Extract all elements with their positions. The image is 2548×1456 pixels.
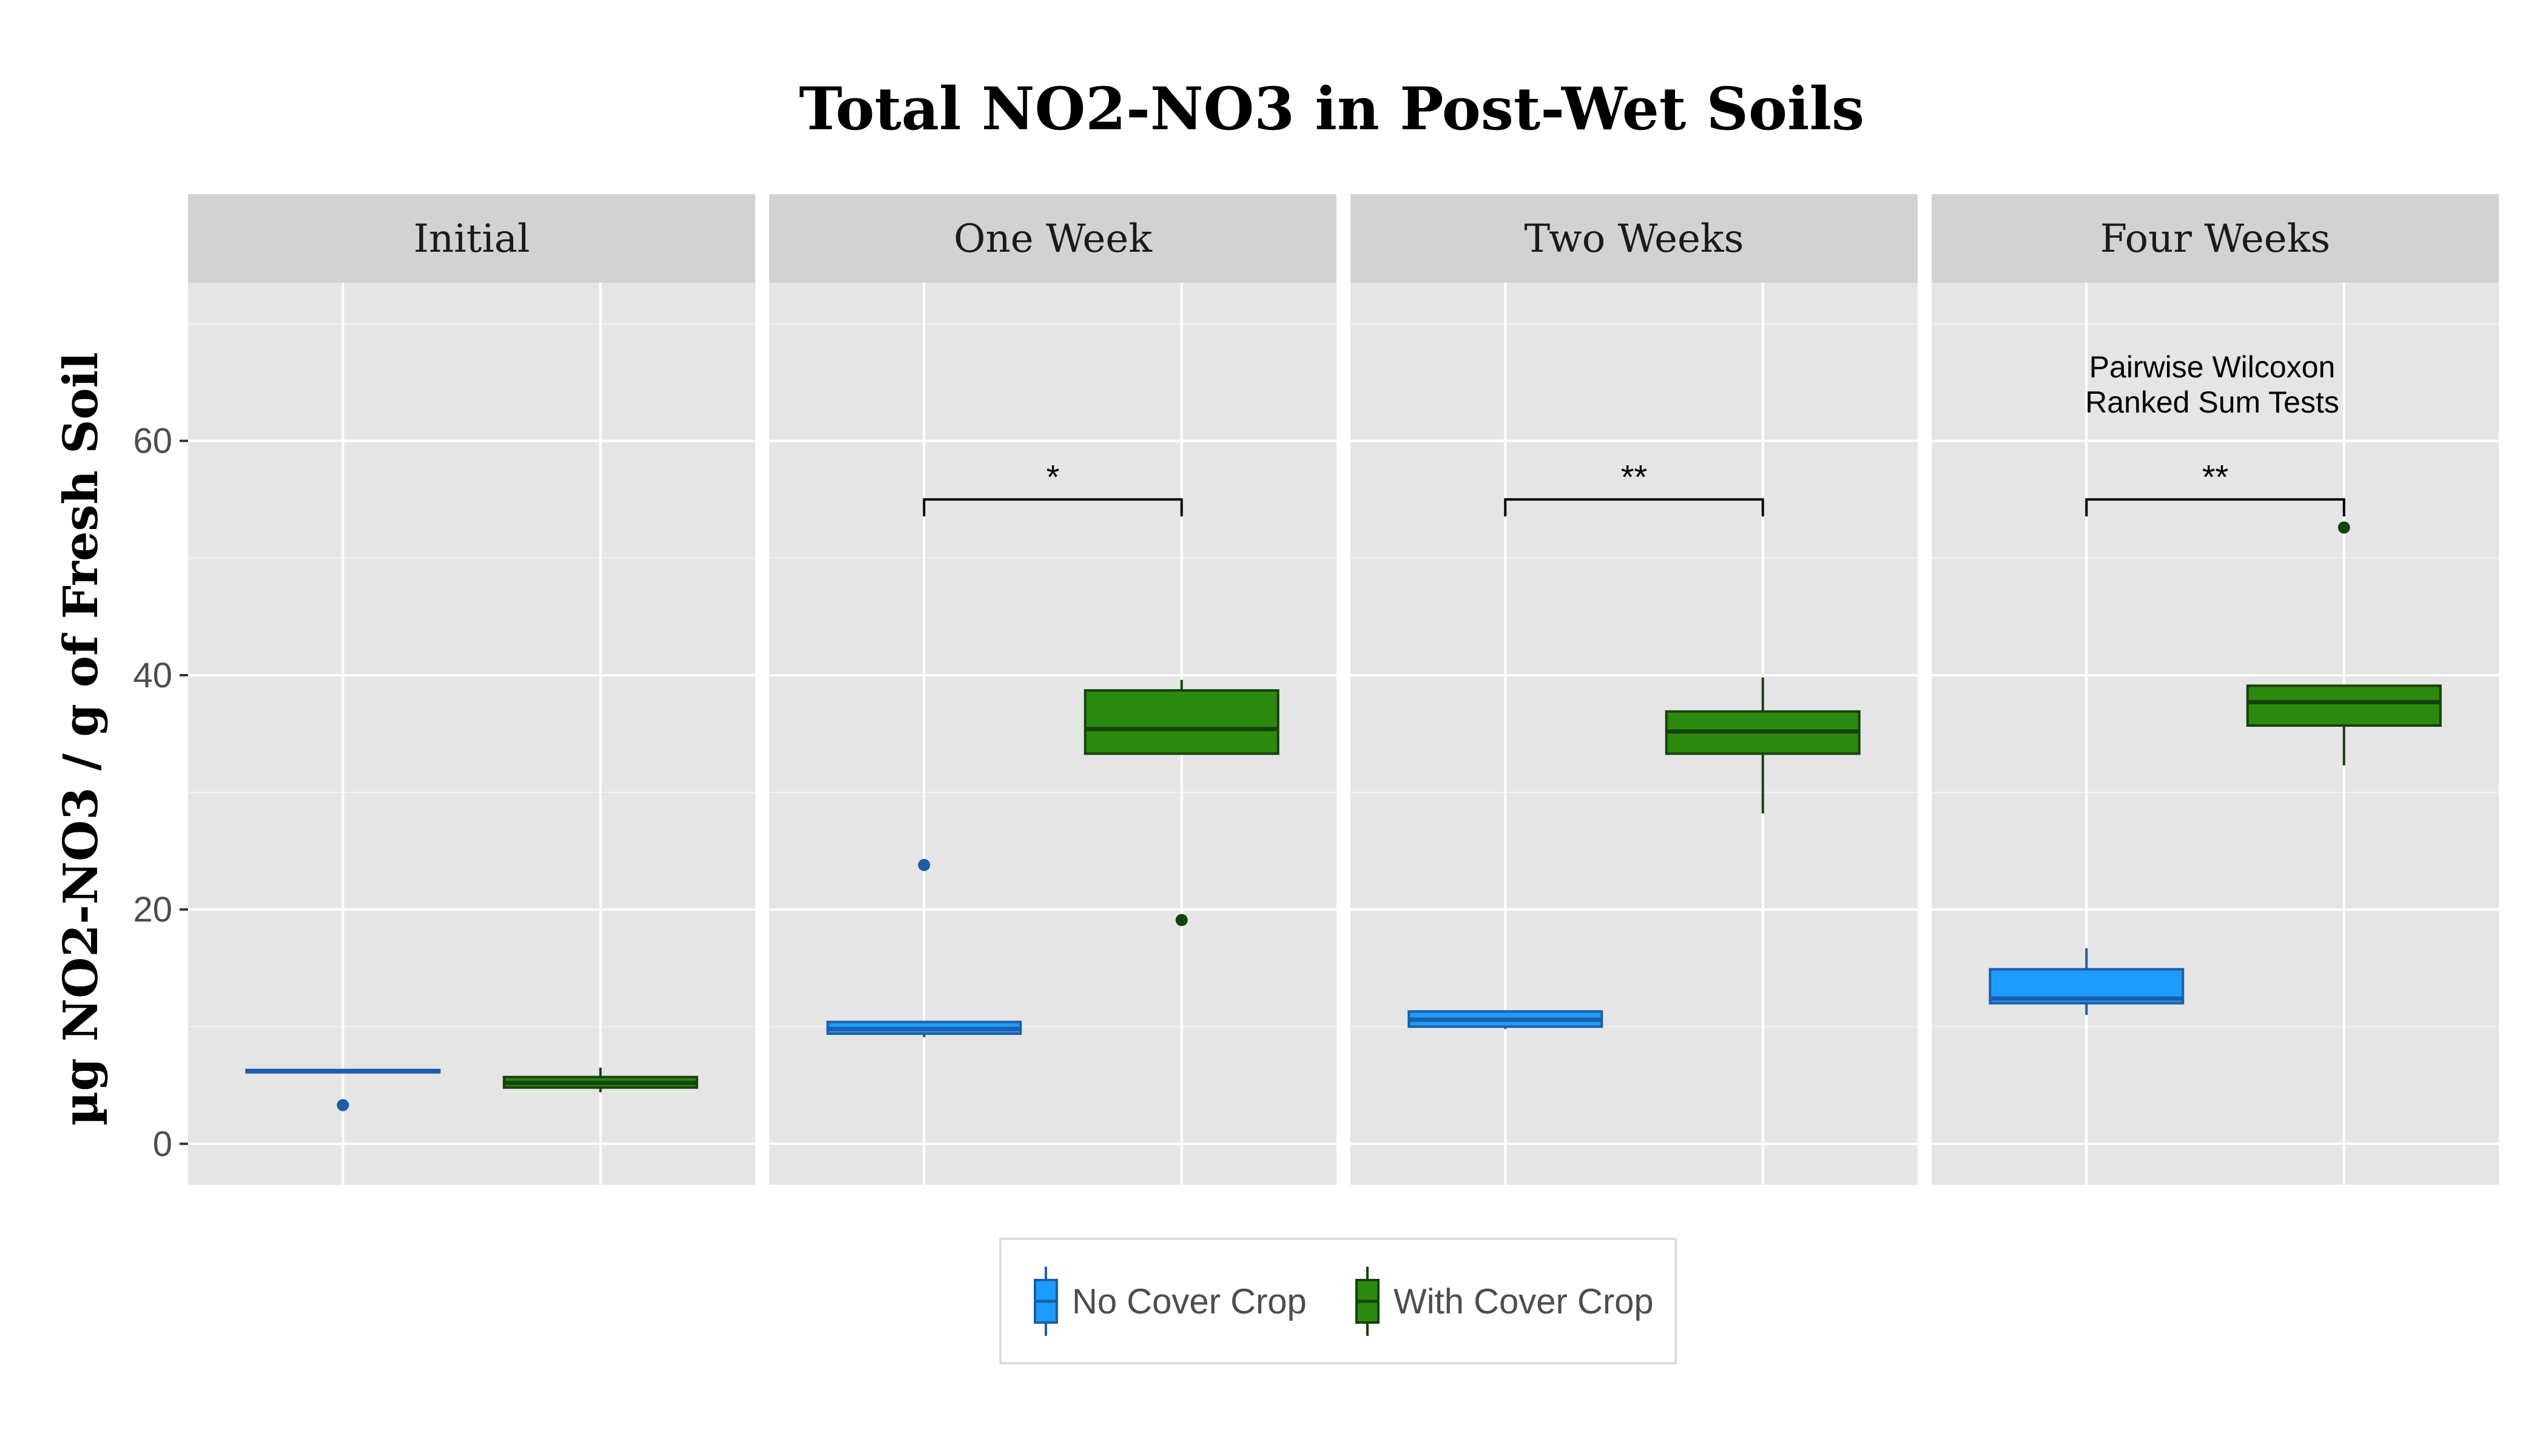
y-axis: 0 20 40 60 <box>133 422 188 1164</box>
outlier-point <box>918 858 931 871</box>
box-body <box>1084 689 1279 755</box>
box-with-cover-crop <box>2246 521 2442 766</box>
annotation-line: Pairwise Wilcoxon <box>2089 350 2336 384</box>
facet-strip <box>188 194 755 283</box>
significance-label: ** <box>2202 457 2229 496</box>
outlier-point <box>337 1099 349 1111</box>
box-with-cover-crop <box>1665 677 1861 814</box>
y-axis-label: µg NO2-NO3 / g of Fresh Soil <box>53 352 109 1126</box>
significance-label: * <box>1046 457 1060 496</box>
legend-frame <box>999 1238 1677 1364</box>
facet-two-weeks: Two Weeks ** <box>1350 194 1918 1185</box>
facet-strip <box>1350 194 1918 283</box>
facet-strip-label: Initial <box>414 217 530 261</box>
y-tick-label: 40 <box>133 656 172 695</box>
facet-strip-label: Four Weeks <box>2100 217 2331 261</box>
box-no-cover-crop <box>245 1068 441 1111</box>
outlier-point <box>1175 914 1188 926</box>
facet-strip-label: Two Weeks <box>1525 217 1744 261</box>
box-no-cover-crop <box>1407 1010 1603 1030</box>
significance-bracket <box>923 498 1183 517</box>
facet-strip <box>1932 194 2499 283</box>
y-tick-label: 60 <box>133 422 172 461</box>
panel-background <box>188 283 755 1185</box>
facet-initial: Initial <box>188 194 755 1185</box>
box-no-cover-crop <box>1989 948 2185 1015</box>
significance-bracket <box>1504 498 1764 517</box>
significance-label: ** <box>1621 457 1648 496</box>
box-with-cover-crop <box>1084 679 1279 926</box>
facet-one-week: One Week * <box>769 194 1336 1185</box>
chart-title: Total NO2-NO3 in Post-Wet Soils <box>799 75 1864 143</box>
significance-bracket <box>2085 498 2345 517</box>
box-no-cover-crop <box>826 858 1022 1037</box>
outlier-point <box>2337 521 2350 534</box>
box-with-cover-crop <box>502 1067 698 1093</box>
facet-strip-label: One Week <box>954 217 1153 261</box>
legend-label-with-cover-crop: With Cover Crop <box>1394 1282 1654 1321</box>
facet-strip <box>769 194 1336 283</box>
y-tick-label: 0 <box>153 1124 172 1164</box>
panel-background <box>1932 283 2499 1185</box>
facet-panels: Initial One Week * Two Weeks ** Four Weeks ** P… <box>188 194 2499 1185</box>
box-body <box>2246 684 2442 727</box>
legend: No Cover Crop With Cover Crop <box>999 1238 1677 1364</box>
legend-label-no-cover-crop: No Cover Crop <box>1072 1282 1307 1321</box>
annotation-line: Ranked Sum Tests <box>2085 385 2339 419</box>
y-tick-label: 20 <box>133 890 172 929</box>
